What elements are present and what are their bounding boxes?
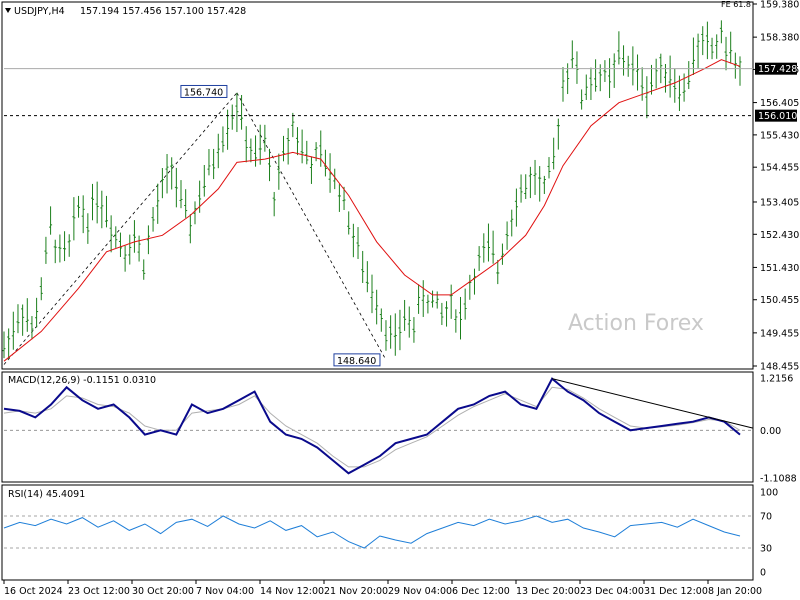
macd-title: MACD(12,26,9) -0.1151 0.0310 (8, 375, 156, 386)
macd-layer: 1.2156 0.00 -1.1088 (3, 374, 797, 485)
x-tick-label: 16 Oct 2024 (4, 586, 63, 597)
x-tick-label: 21 Nov 20:00 (324, 586, 388, 597)
macd-tick-label: 0.00 (760, 426, 781, 437)
rsi-tick-label: 0 (760, 568, 766, 579)
x-tick-label: 14 Nov 12:00 (260, 586, 324, 597)
y-tick-label: 149.455 (760, 328, 799, 339)
y-tick-label: 150.455 (760, 295, 799, 306)
macd-tick-label: -1.1088 (760, 474, 797, 485)
rsi-panel (1, 484, 754, 581)
macd-trendline (551, 378, 754, 429)
moving-average-line (3, 59, 741, 362)
x-tick-label: 23 Dec 04:00 (580, 586, 644, 597)
macd-panel (1, 371, 754, 483)
y-tick-label: 155.430 (760, 130, 799, 141)
level-badge-box (755, 109, 797, 122)
y-tick-label: 153.405 (760, 197, 799, 208)
x-tick-label: 29 Nov 04:00 (388, 586, 452, 597)
symbol-label: USDJPY,H4 (14, 6, 65, 17)
y-tick-label: 158.380 (760, 33, 799, 44)
current-price-badge-box (755, 62, 797, 75)
price-axis: 159.380158.380157.405156.405155.430154.4… (753, 0, 799, 373)
y-tick-label: 148.455 (760, 362, 799, 373)
fib-line-1 (236, 92, 387, 361)
x-tick-label: 30 Oct 20:00 (132, 586, 194, 597)
watermark: Action Forex (568, 311, 704, 336)
macd-signal-line (3, 386, 741, 468)
y-tick-label: 159.380 (760, 0, 799, 11)
level-badge: 156.010 (758, 111, 797, 122)
header-triangle-icon (5, 8, 11, 13)
price-annotation-0: 156.740 (184, 87, 223, 98)
rsi-tick-label: 70 (760, 512, 772, 523)
price-annotation-1: 148.640 (337, 356, 376, 367)
y-tick-label: 152.430 (760, 230, 799, 241)
rsi-line (3, 515, 741, 549)
price-annotation-box-1 (333, 353, 381, 367)
y-tick-label: 156.405 (760, 98, 799, 109)
ohlc-values: 157.194 157.456 157.100 157.428 (80, 6, 246, 17)
rsi-tick-label: 30 (760, 544, 772, 555)
x-tick-label: 7 Nov 04:00 (196, 586, 254, 597)
y-tick-label: 154.455 (760, 163, 799, 174)
y-tick-label: 151.430 (760, 263, 799, 274)
top-right-text: FE 61.8 (721, 0, 751, 9)
macd-tick-label: 1.2156 (760, 374, 793, 385)
x-tick-label: 13 Dec 20:00 (516, 586, 580, 597)
price-annotation-box-0 (180, 84, 228, 98)
rsi-tick-label: 100 (760, 488, 778, 499)
x-tick-label: 8 Jan 20:00 (708, 586, 762, 597)
x-tick-label: 6 Dec 12:00 (452, 586, 510, 597)
current-price-badge: 157.428 (758, 64, 797, 75)
price-layer: 156.740 148.640 (2, 20, 753, 367)
rsi-layer: 100 70 30 0 (3, 488, 778, 579)
x-axis: 16 Oct 2024 23 Oct 12:00 30 Oct 20:00 7 Nov… (3, 580, 762, 597)
macd-main-line (3, 377, 741, 475)
x-tick-label: 31 Dec 12:00 (644, 586, 708, 597)
rsi-title: RSI(14) 45.4091 (8, 489, 85, 500)
x-tick-label: 23 Oct 12:00 (68, 586, 130, 597)
price-panel (1, 1, 754, 370)
